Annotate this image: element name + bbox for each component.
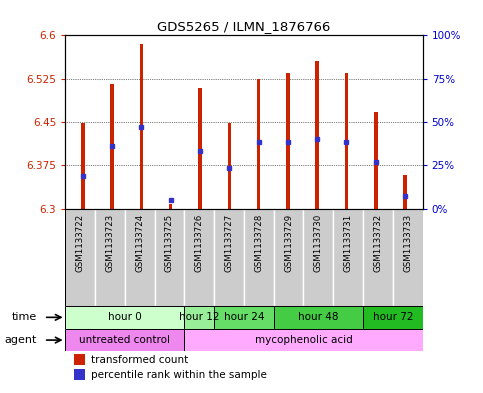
Bar — [65, 306, 185, 329]
Text: GSM1133726: GSM1133726 — [195, 213, 204, 272]
Bar — [65, 209, 95, 306]
Text: untreated control: untreated control — [79, 335, 170, 345]
Bar — [244, 209, 274, 306]
Bar — [65, 329, 185, 351]
Text: GSM1133729: GSM1133729 — [284, 213, 293, 272]
Text: hour 72: hour 72 — [372, 312, 413, 322]
Text: transformed count: transformed count — [90, 355, 188, 365]
Bar — [303, 209, 333, 306]
Text: GSM1133730: GSM1133730 — [314, 213, 323, 272]
Bar — [363, 306, 423, 329]
Bar — [198, 88, 202, 209]
Text: GSM1133722: GSM1133722 — [76, 213, 85, 272]
Bar — [274, 306, 363, 329]
Text: GSM1133724: GSM1133724 — [135, 213, 144, 272]
Bar — [363, 209, 393, 306]
Bar — [185, 209, 214, 306]
Title: GDS5265 / ILMN_1876766: GDS5265 / ILMN_1876766 — [157, 20, 330, 33]
Bar — [257, 79, 260, 209]
Bar — [227, 123, 231, 209]
Bar — [333, 209, 363, 306]
Bar — [74, 354, 85, 365]
Text: GSM1133731: GSM1133731 — [344, 213, 353, 272]
Bar — [393, 209, 423, 306]
Text: GSM1133725: GSM1133725 — [165, 213, 174, 272]
Bar — [169, 204, 172, 209]
Bar — [345, 73, 348, 209]
Text: GSM1133723: GSM1133723 — [105, 213, 114, 272]
Text: agent: agent — [4, 335, 37, 345]
Text: GSM1133732: GSM1133732 — [373, 213, 383, 272]
Bar — [81, 123, 85, 209]
Bar — [74, 369, 85, 380]
Text: hour 48: hour 48 — [298, 312, 339, 322]
Bar — [125, 209, 155, 306]
Bar — [315, 61, 319, 209]
Bar — [95, 209, 125, 306]
Text: hour 0: hour 0 — [108, 312, 142, 322]
Text: mycophenolic acid: mycophenolic acid — [255, 335, 353, 345]
Bar — [214, 306, 274, 329]
Text: GSM1133727: GSM1133727 — [225, 213, 233, 272]
Bar — [140, 44, 143, 209]
Text: hour 12: hour 12 — [179, 312, 219, 322]
Bar — [403, 175, 407, 209]
Bar — [374, 112, 378, 209]
Text: GSM1133728: GSM1133728 — [255, 213, 263, 272]
Text: time: time — [12, 312, 37, 322]
Text: GSM1133733: GSM1133733 — [403, 213, 412, 272]
Text: percentile rank within the sample: percentile rank within the sample — [90, 370, 267, 380]
Bar — [214, 209, 244, 306]
Bar — [274, 209, 303, 306]
Bar — [286, 73, 290, 209]
Bar — [185, 306, 214, 329]
Bar — [185, 329, 423, 351]
Bar — [155, 209, 185, 306]
Bar — [110, 84, 114, 209]
Text: hour 24: hour 24 — [224, 312, 264, 322]
